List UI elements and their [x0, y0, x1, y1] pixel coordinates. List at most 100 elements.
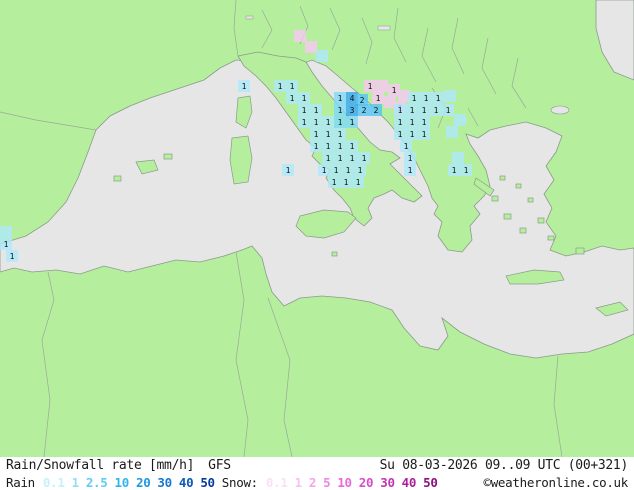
precip-cell [6, 250, 18, 262]
legend-snow-value: 10 [337, 474, 352, 490]
precip-cell [294, 30, 306, 42]
precip-cell-value: 1 [362, 154, 367, 163]
aegean-island [491, 195, 499, 202]
legend-rain-label: Rain [6, 474, 35, 490]
precip-cell-value: 1 [424, 94, 429, 103]
legend-snow-value: 40 [401, 474, 417, 490]
precip-cell [334, 104, 346, 116]
precip-cell [330, 164, 342, 176]
aegean-island [527, 197, 534, 203]
precip-cell [358, 152, 370, 164]
corsica-island [235, 95, 253, 129]
precip-cell [318, 164, 330, 176]
precip-cell-value: 1 [368, 82, 373, 91]
precip-cell-value: 1 [436, 94, 441, 103]
legend-rain-value: 50 [200, 474, 215, 490]
precip-cell [328, 176, 340, 188]
precip-cell [430, 104, 442, 116]
map-title: Rain/Snowfall rate [mm/h] [6, 458, 195, 473]
precip-cell [310, 104, 322, 116]
legend-snow-value: 20 [358, 474, 374, 490]
precip-cell-value: 2 [374, 106, 379, 115]
precip-cell-value: 1 [410, 106, 415, 115]
precip-cell [376, 80, 388, 92]
precip-cell [238, 80, 250, 92]
precip-cell [406, 116, 418, 128]
precip-cell-value: 1 [314, 142, 319, 151]
precip-cell [298, 116, 310, 128]
precip-cell [286, 92, 298, 104]
precip-cell-value: 1 [346, 166, 351, 175]
precip-cell-value: 1 [290, 82, 295, 91]
precip-cell-value: 1 [334, 166, 339, 175]
aegean-island [547, 235, 555, 241]
precip-cell [298, 104, 310, 116]
precip-cell [448, 164, 460, 176]
timestamp: Su 08-03-2026 09..09 UTC (00+321) [379, 458, 629, 473]
precip-cell [322, 128, 334, 140]
legend-snow-value: 2 [308, 474, 317, 490]
weather-map: 1111111111421111113221111111111111111111… [0, 0, 634, 457]
precip-cell-value: 1 [338, 154, 343, 163]
sea-of-marmara [550, 105, 570, 115]
precip-cell [372, 92, 384, 104]
precip-cell [346, 152, 358, 164]
precip-cell [420, 92, 432, 104]
precip-cell-value: 1 [302, 118, 307, 127]
precip-cell-value: 1 [398, 118, 403, 127]
precip-cell-value: 1 [356, 178, 361, 187]
precip-cell [364, 80, 376, 92]
precip-cell-value: 1 [408, 166, 413, 175]
precip-cell-value: 1 [350, 142, 355, 151]
precip-cell [394, 104, 406, 116]
lake-balaton [377, 25, 391, 31]
precip-cell [334, 116, 346, 128]
precip-cell-value: 1 [410, 130, 415, 139]
precip-cell [408, 92, 420, 104]
precip-cell-value: 1 [338, 94, 343, 103]
precip-cell [404, 164, 416, 176]
sardinia-island [229, 135, 253, 185]
precip-cell [406, 104, 418, 116]
precip-cell-value: 1 [302, 106, 307, 115]
precip-cell [346, 92, 358, 104]
precip-cell-value: 1 [350, 118, 355, 127]
precip-cell-value: 1 [332, 178, 337, 187]
precip-cell [310, 140, 322, 152]
legend-snow-values: 0.1 1 2 5 10 20 30 40 50 [266, 475, 445, 490]
precip-cell [406, 128, 418, 140]
precip-cell [310, 128, 322, 140]
precip-cell [404, 152, 416, 164]
malta-island [331, 251, 338, 257]
precip-cell-value: 1 [314, 118, 319, 127]
precip-cell-value: 1 [338, 118, 343, 127]
precip-cell [444, 90, 456, 102]
islands [113, 95, 629, 317]
precip-cell [322, 116, 334, 128]
precip-cell-value: 1 [464, 166, 469, 175]
legend-snow-value: 1 [294, 474, 303, 490]
precip-cells: 1111111111421111113221111111111111111111… [0, 30, 472, 262]
precip-cell [282, 164, 294, 176]
precip-cell-value: 1 [392, 86, 397, 95]
precip-cell-value: 1 [10, 252, 15, 261]
precip-cell-value: 1 [422, 106, 427, 115]
precip-cell-value: 1 [4, 240, 9, 249]
precip-cell-value: 1 [314, 130, 319, 139]
precip-cell [418, 116, 430, 128]
legend-snow-value: 5 [323, 474, 331, 490]
precip-cell [460, 164, 472, 176]
precip-cell-value: 1 [286, 166, 291, 175]
precip-cell-value: 1 [404, 142, 409, 151]
precip-cell-value: 1 [410, 118, 415, 127]
cyprus-island [595, 301, 629, 317]
precip-cell [334, 92, 346, 104]
legend-rain-value: 40 [178, 474, 194, 490]
precip-cell [298, 92, 310, 104]
precip-cell [316, 50, 328, 62]
precip-cell [370, 104, 382, 116]
legend-rain-values: 0.1 1 2.5 10 20 30 40 50 [43, 475, 222, 490]
menorca-island [163, 153, 173, 160]
map-canvas: 1111111111421111113221111111111111111111… [0, 0, 634, 457]
aegean-island [515, 183, 522, 189]
